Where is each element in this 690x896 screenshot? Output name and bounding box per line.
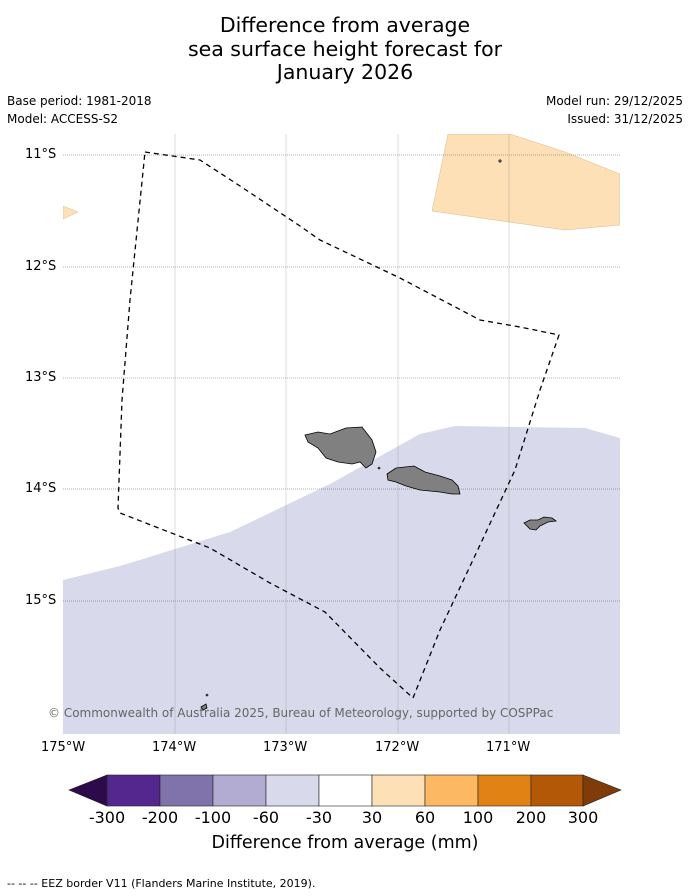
- colorbar-segment-3: [212, 774, 267, 807]
- meta-right: Model run: 29/12/2025 Issued: 31/12/2025: [546, 94, 683, 130]
- lat-label-14s: 14°S: [25, 481, 57, 496]
- positive-anomaly-region: [431, 134, 620, 231]
- colorbar-segment-5: [318, 774, 373, 807]
- colorbar-tick: -60: [252, 808, 280, 827]
- island-savaii: [304, 426, 377, 469]
- colorbar-segment-4: [265, 774, 320, 807]
- colorbar-tick: -200: [141, 808, 179, 827]
- title-line-3: January 2026: [276, 60, 414, 84]
- lon-label-171w: 171°W: [486, 740, 531, 755]
- eez-border: [117, 151, 560, 700]
- island-niuafoou-islet: [205, 693, 209, 697]
- colorbar-segment-8: [477, 774, 532, 807]
- lat-label-11s: 11°S: [25, 147, 57, 162]
- map-plot: [63, 134, 620, 734]
- island-tutuila: [523, 516, 558, 531]
- copyright-notice: © Commonwealth of Australia 2025, Bureau…: [48, 706, 554, 720]
- lon-label-173w: 173°W: [263, 740, 308, 755]
- graticule: [63, 134, 620, 734]
- model-name: Model: ACCESS-S2: [7, 112, 119, 126]
- colorbar-tick: 100: [462, 808, 494, 827]
- title-line-1: Difference from average: [219, 13, 471, 37]
- colorbar-tick: 60: [414, 808, 436, 827]
- meta-left: Base period: 1981-2018 Model: ACCESS-S2: [7, 94, 152, 130]
- lon-label-172w: 172°W: [375, 740, 420, 755]
- title-line-2: sea surface height forecast for: [187, 36, 503, 61]
- lat-label-13s: 13°S: [25, 370, 57, 385]
- map-title: Difference from average sea surface heig…: [0, 13, 690, 85]
- lon-label-175w: 175°W: [41, 740, 86, 755]
- lat-label-15s: 15°S: [25, 593, 57, 608]
- colorbar-tick: 300: [567, 808, 599, 827]
- model-run: Model run: 29/12/2025: [545, 94, 683, 108]
- colorbar-tick: -30: [305, 808, 333, 827]
- colorbar-tick: 30: [361, 808, 383, 827]
- issued-date: Issued: 31/12/2025: [567, 112, 683, 126]
- positive-anomaly-edge: [63, 205, 79, 220]
- negative-anomaly-region: [63, 426, 620, 734]
- colorbar-label: Difference from average (mm): [211, 833, 479, 853]
- colorbar-segment-7: [424, 774, 479, 807]
- island-niuafoou: [200, 703, 208, 711]
- colorbar-tick: -100: [194, 808, 232, 827]
- colorbar-segment-6: [371, 774, 426, 807]
- island-apolima: [377, 466, 381, 470]
- colorbar-segment-2: [159, 774, 214, 807]
- colorbar-over-arrow: [582, 774, 622, 807]
- colorbar-under-arrow: [68, 774, 108, 807]
- lat-label-12s: 12°S: [25, 259, 57, 274]
- island-swains: [498, 159, 502, 163]
- base-period: Base period: 1981-2018: [7, 94, 152, 108]
- colorbar-tick: 200: [515, 808, 547, 827]
- colorbar-segment-1: [106, 774, 161, 807]
- eez-legend: -- -- -- EEZ border V11 (Flanders Marine…: [7, 877, 316, 890]
- lon-label-174w: 174°W: [152, 740, 197, 755]
- colorbar-segment-9: [530, 774, 584, 807]
- island-upolu: [386, 465, 461, 495]
- colorbar-tick: -300: [88, 808, 126, 827]
